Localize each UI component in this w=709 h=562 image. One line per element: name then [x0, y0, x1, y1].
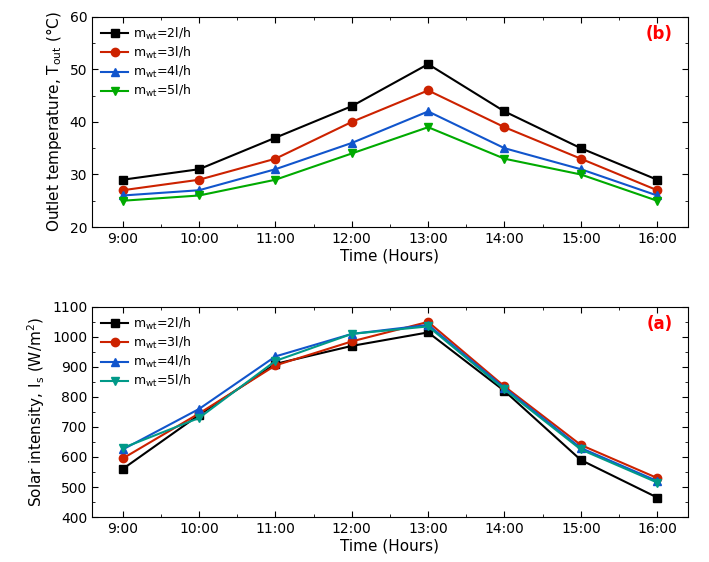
m$_{wt}$=2$l/h$	[501, 108, 509, 115]
m$_{wt}$=2$l/h$	[118, 176, 127, 183]
X-axis label: Time (Hours): Time (Hours)	[340, 248, 440, 264]
Text: (a): (a)	[647, 315, 673, 333]
m$_{wt}$=5$l/h$	[501, 386, 509, 393]
Y-axis label: Solar intensity, $I_{s}$ (W/m$^{2}$): Solar intensity, $I_{s}$ (W/m$^{2}$)	[25, 317, 47, 507]
m$_{wt}$=5$l/h$	[347, 150, 356, 157]
m$_{wt}$=2$l/h$	[424, 329, 432, 336]
m$_{wt}$=3$l/h$	[118, 187, 127, 194]
m$_{wt}$=3$l/h$	[576, 155, 585, 162]
m$_{wt}$=3$l/h$	[347, 119, 356, 125]
m$_{wt}$=2$l/h$	[653, 494, 661, 501]
m$_{wt}$=2$l/h$	[195, 166, 203, 173]
m$_{wt}$=4$l/h$	[653, 192, 661, 199]
m$_{wt}$=4$l/h$	[576, 166, 585, 173]
m$_{wt}$=2$l/h$	[347, 103, 356, 110]
m$_{wt}$=4$l/h$	[653, 478, 661, 484]
Line: m$_{wt}$=4$l/h$: m$_{wt}$=4$l/h$	[118, 321, 661, 485]
m$_{wt}$=5$l/h$	[653, 479, 661, 486]
Line: m$_{wt}$=3$l/h$: m$_{wt}$=3$l/h$	[118, 86, 661, 194]
m$_{wt}$=2$l/h$	[195, 411, 203, 418]
m$_{wt}$=2$l/h$	[576, 456, 585, 463]
m$_{wt}$=4$l/h$	[271, 353, 279, 360]
m$_{wt}$=4$l/h$	[501, 145, 509, 152]
m$_{wt}$=5$l/h$	[576, 171, 585, 178]
m$_{wt}$=5$l/h$	[424, 323, 432, 330]
m$_{wt}$=5$l/h$	[576, 446, 585, 453]
m$_{wt}$=4$l/h$	[271, 166, 279, 173]
m$_{wt}$=5$l/h$	[347, 330, 356, 337]
m$_{wt}$=3$l/h$	[195, 176, 203, 183]
m$_{wt}$=3$l/h$	[501, 383, 509, 390]
m$_{wt}$=2$l/h$	[271, 361, 279, 368]
m$_{wt}$=3$l/h$	[424, 319, 432, 325]
m$_{wt}$=3$l/h$	[576, 442, 585, 448]
Y-axis label: Outlet temperature, T$_{out}$ (°C): Outlet temperature, T$_{out}$ (°C)	[44, 11, 64, 233]
m$_{wt}$=2$l/h$	[653, 176, 661, 183]
m$_{wt}$=2$l/h$	[501, 388, 509, 395]
m$_{wt}$=5$l/h$	[118, 197, 127, 204]
m$_{wt}$=5$l/h$	[271, 176, 279, 183]
m$_{wt}$=3$l/h$	[653, 475, 661, 482]
m$_{wt}$=5$l/h$	[653, 197, 661, 204]
Line: m$_{wt}$=4$l/h$: m$_{wt}$=4$l/h$	[118, 107, 661, 200]
m$_{wt}$=3$l/h$	[501, 124, 509, 130]
m$_{wt}$=2$l/h$	[424, 61, 432, 67]
m$_{wt}$=2$l/h$	[118, 466, 127, 473]
m$_{wt}$=2$l/h$	[347, 342, 356, 349]
Line: m$_{wt}$=5$l/h$: m$_{wt}$=5$l/h$	[118, 322, 661, 487]
m$_{wt}$=3$l/h$	[347, 338, 356, 345]
m$_{wt}$=2$l/h$	[271, 134, 279, 141]
m$_{wt}$=5$l/h$	[195, 415, 203, 422]
m$_{wt}$=4$l/h$	[195, 187, 203, 194]
m$_{wt}$=3$l/h$	[271, 362, 279, 369]
m$_{wt}$=4$l/h$	[118, 446, 127, 453]
Line: m$_{wt}$=2$l/h$: m$_{wt}$=2$l/h$	[118, 60, 661, 184]
m$_{wt}$=5$l/h$	[118, 445, 127, 451]
m$_{wt}$=3$l/h$	[424, 87, 432, 94]
m$_{wt}$=4$l/h$	[195, 406, 203, 413]
m$_{wt}$=3$l/h$	[271, 155, 279, 162]
m$_{wt}$=5$l/h$	[424, 124, 432, 130]
m$_{wt}$=5$l/h$	[271, 357, 279, 364]
Legend: m$_{wt}$=2$l/h$, m$_{wt}$=3$l/h$, m$_{wt}$=4$l/h$, m$_{wt}$=5$l/h$: m$_{wt}$=2$l/h$, m$_{wt}$=3$l/h$, m$_{wt…	[97, 22, 196, 103]
m$_{wt}$=4$l/h$	[501, 384, 509, 391]
m$_{wt}$=4$l/h$	[347, 330, 356, 337]
X-axis label: Time (Hours): Time (Hours)	[340, 539, 440, 554]
m$_{wt}$=5$l/h$	[195, 192, 203, 199]
m$_{wt}$=3$l/h$	[118, 455, 127, 462]
Legend: m$_{wt}$=2$l/h$, m$_{wt}$=3$l/h$, m$_{wt}$=4$l/h$, m$_{wt}$=5$l/h$: m$_{wt}$=2$l/h$, m$_{wt}$=3$l/h$, m$_{wt…	[97, 312, 196, 393]
m$_{wt}$=5$l/h$	[501, 155, 509, 162]
Text: (b): (b)	[646, 25, 673, 43]
m$_{wt}$=4$l/h$	[118, 192, 127, 199]
m$_{wt}$=4$l/h$	[424, 321, 432, 328]
m$_{wt}$=4$l/h$	[576, 445, 585, 451]
m$_{wt}$=4$l/h$	[424, 108, 432, 115]
Line: m$_{wt}$=2$l/h$: m$_{wt}$=2$l/h$	[118, 328, 661, 502]
m$_{wt}$=3$l/h$	[653, 187, 661, 194]
m$_{wt}$=3$l/h$	[195, 410, 203, 417]
Line: m$_{wt}$=5$l/h$: m$_{wt}$=5$l/h$	[118, 123, 661, 205]
Line: m$_{wt}$=3$l/h$: m$_{wt}$=3$l/h$	[118, 318, 661, 482]
m$_{wt}$=2$l/h$	[576, 145, 585, 152]
m$_{wt}$=4$l/h$	[347, 139, 356, 146]
